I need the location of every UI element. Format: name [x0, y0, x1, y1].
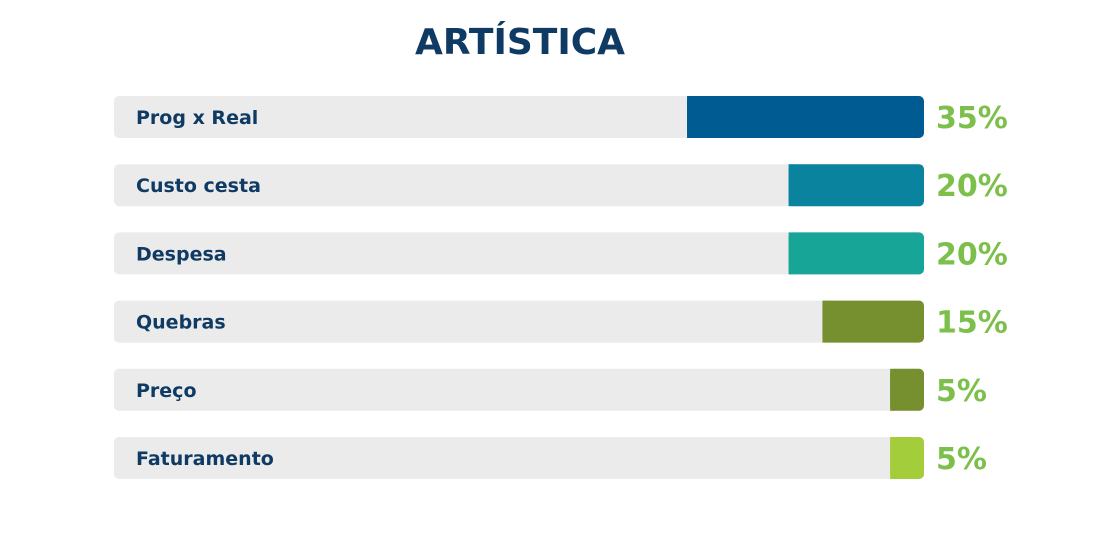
bar-track — [114, 164, 924, 207]
bar-row: Quebras 15% — [114, 300, 1008, 343]
bar-custo-cesta — [788, 164, 924, 207]
bar-fill-edge — [788, 164, 794, 207]
value-label: 5% — [936, 442, 987, 477]
category-label: Faturamento — [136, 448, 274, 470]
chart-title: ARTÍSTICA — [414, 22, 626, 63]
value-label: 20% — [936, 169, 1008, 204]
bar-track — [114, 437, 924, 479]
bar-row: Despesa 20% — [114, 232, 1008, 275]
bar-fill-edge — [890, 368, 896, 411]
bar-fill-edge — [822, 300, 828, 343]
bar-row: Preço 5% — [114, 368, 987, 411]
bar-quebras — [822, 300, 924, 343]
bar-track — [114, 368, 924, 411]
bar-fill-edge — [890, 437, 896, 479]
value-label: 5% — [936, 374, 987, 409]
bar-row: Custo cesta 20% — [114, 164, 1008, 207]
bar-faturamento — [890, 437, 924, 479]
category-label: Preço — [136, 380, 197, 402]
bar-row: Faturamento 5% — [114, 437, 987, 479]
category-label: Prog x Real — [136, 107, 258, 129]
bar-fill-edge — [687, 96, 693, 138]
bar-prog-x-real — [687, 96, 924, 138]
value-label: 35% — [936, 101, 1008, 136]
bar-despesa — [788, 232, 924, 275]
bar-row: Prog x Real 35% — [114, 96, 1008, 138]
bar-fill-edge — [788, 232, 794, 275]
bar-track — [114, 300, 924, 343]
category-label: Quebras — [136, 312, 226, 334]
bar-pre-o — [890, 368, 924, 411]
value-label: 20% — [936, 237, 1008, 272]
category-label: Despesa — [136, 243, 227, 265]
value-label: 15% — [936, 306, 1008, 341]
category-label: Custo cesta — [136, 175, 261, 197]
bar-track — [114, 232, 924, 275]
